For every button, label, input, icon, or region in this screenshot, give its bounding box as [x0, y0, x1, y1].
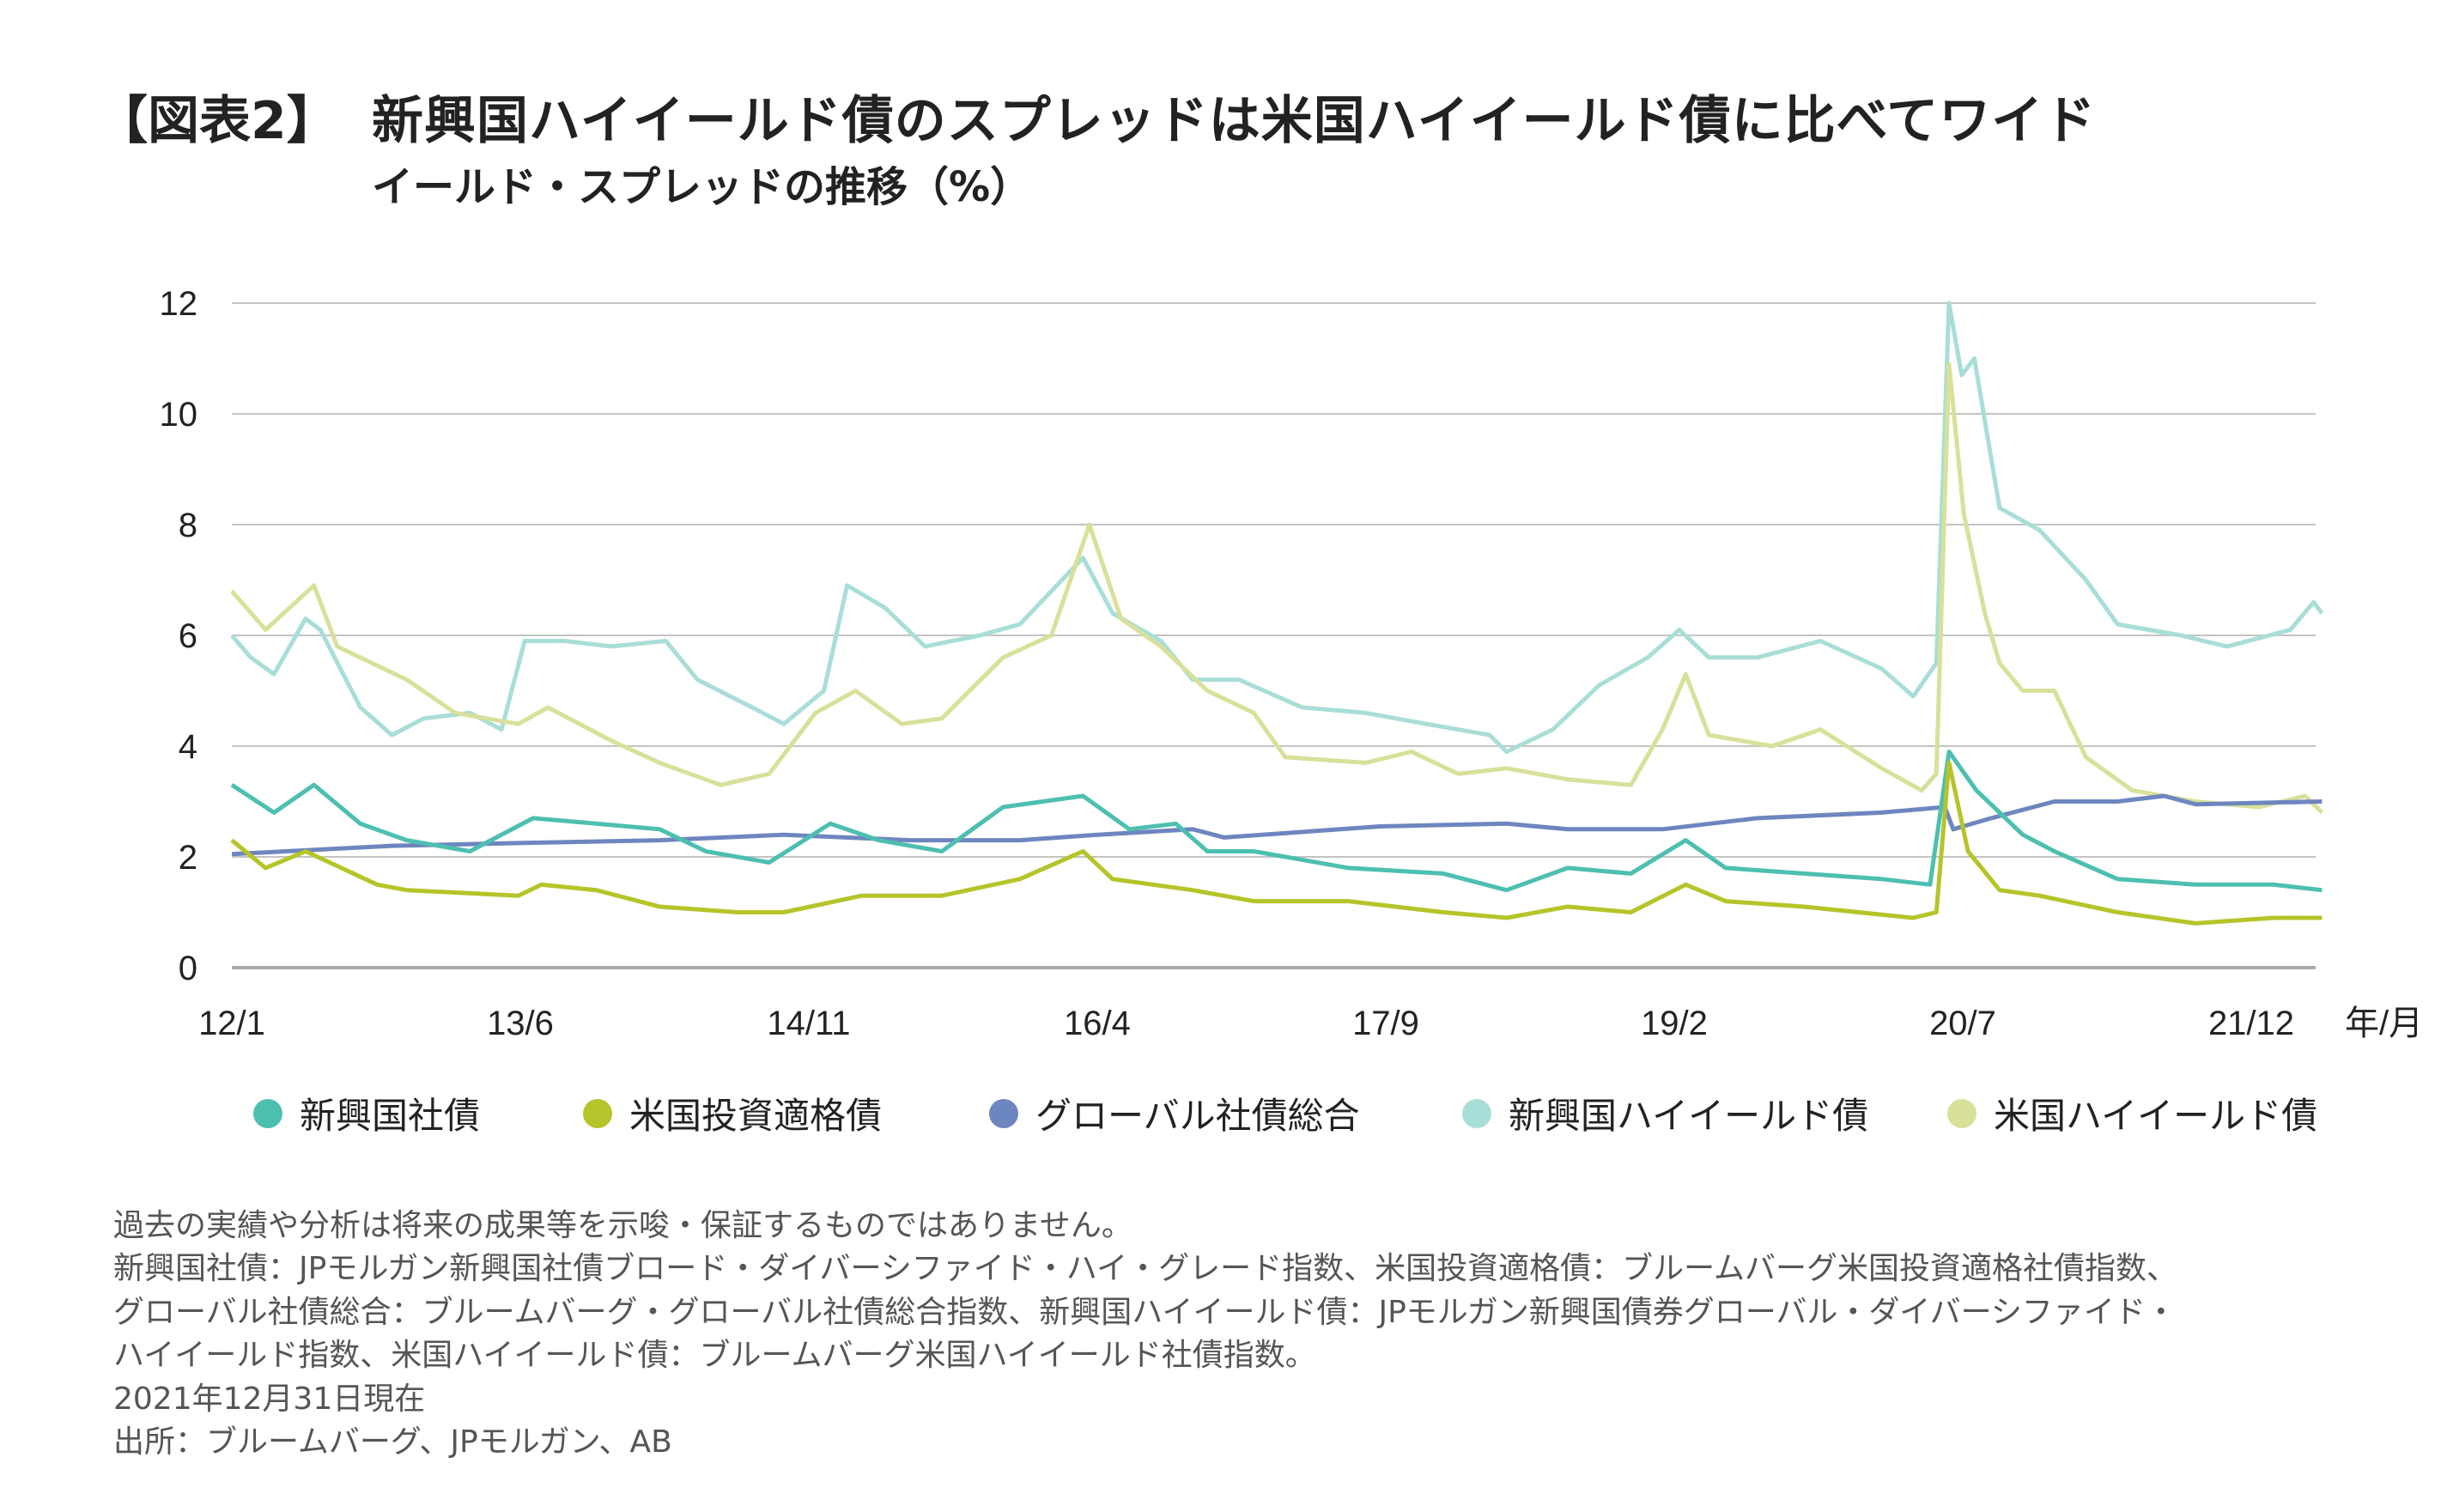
legend-marker	[583, 1098, 612, 1128]
disclaimer-note: 過去の実績や分析は将来の成果等を示唆・保証するものではありません。	[113, 1208, 1132, 1243]
series-line-4	[230, 760, 2323, 926]
legend-marker	[1947, 1098, 1976, 1128]
legend-label: 米国ハイイールド債	[1994, 1095, 2318, 1137]
legend-item-us-hy: 米国ハイイールド債	[1947, 1087, 2317, 1139]
y-tick-label: 4	[179, 728, 197, 766]
y-tick-label: 0	[179, 950, 197, 987]
legend-item-em-corp: 新興国社債	[253, 1087, 480, 1139]
x-tick-label: 21/12	[2208, 1005, 2294, 1042]
legend-item-us-ig: 米国投資適格債	[583, 1087, 882, 1139]
y-tick-label: 2	[179, 839, 197, 877]
index-note-1: 新興国社債：JPモルガン新興国社債ブロード・ダイバーシファイド・ハイ・グレード指…	[113, 1251, 2178, 1286]
line-chart: 0 2 4 6 8 10 12 12/1 13/6 14/11 16/4 17/9 19/2 20/7 2…	[160, 285, 2424, 1042]
legend-item-em-hy: 新興国ハイイールド債	[1462, 1087, 1868, 1139]
legend: 新興国社債 米国投資適格債 グローバル社債総合 新興国ハイイールド債 米国ハイイ…	[0, 1087, 2447, 1139]
legend-marker	[989, 1098, 1018, 1128]
figure-number: 【図表2】	[96, 91, 338, 151]
chart-title: イールド・スプレッドの推移（%）	[372, 163, 1032, 211]
y-tick-label: 12	[160, 285, 198, 323]
index-note-3: ハイイールド指数、米国ハイイールド債：ブルームバーグ米国ハイイールド社債指数。	[113, 1338, 1316, 1373]
x-tick-label: 12/1	[198, 1005, 265, 1042]
legend-label: 米国投資適格債	[629, 1095, 883, 1137]
y-tick-label: 6	[179, 617, 197, 655]
legend-label: 新興国ハイイールド債	[1509, 1095, 1869, 1137]
as-of-date: 2021年12月31日現在	[113, 1381, 426, 1417]
legend-marker	[253, 1098, 282, 1128]
y-tick-label: 8	[179, 507, 197, 544]
chart-headline: 新興国ハイイールド債のスプレッドは米国ハイイールド債に比べてワイド	[372, 91, 2097, 151]
legend-label: グローバル社債総合	[1035, 1095, 1360, 1137]
series-line-2	[231, 793, 2323, 857]
series-line-3	[230, 750, 2323, 893]
x-tick-label: 20/7	[1929, 1005, 1996, 1042]
series-line-0	[230, 301, 2324, 754]
x-tick-label: 16/4	[1064, 1005, 1131, 1042]
index-note-2: グローバル社債総合：ブルームバーグ・グローバル社債総合指数、新興国ハイイールド債…	[113, 1295, 2177, 1330]
x-tick-label: 14/11	[767, 1005, 850, 1042]
legend-item-global-agg: グローバル社債総合	[989, 1087, 1360, 1139]
x-tick-label: 13/6	[487, 1005, 554, 1042]
series-line-1	[230, 361, 2324, 815]
x-tick-label: 19/2	[1641, 1005, 1708, 1042]
source-note: 出所：ブルームバーグ、JPモルガン、AB	[113, 1424, 672, 1460]
x-axis-label: 年/月	[2345, 1005, 2423, 1042]
x-tick-label: 17/9	[1352, 1005, 1419, 1042]
legend-label: 新興国社債	[300, 1095, 481, 1137]
y-tick-label: 10	[160, 396, 198, 434]
legend-marker	[1462, 1098, 1491, 1128]
